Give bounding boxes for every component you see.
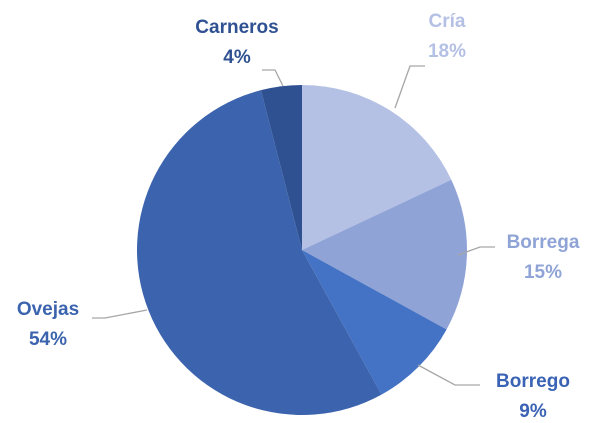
- value-label: 15%: [524, 262, 562, 283]
- category-label: Cría: [429, 11, 466, 32]
- leader-line: [92, 309, 148, 319]
- category-label: Borrega: [507, 232, 580, 253]
- leader-line: [262, 69, 284, 87]
- category-label: Ovejas: [17, 299, 79, 320]
- value-label: 54%: [29, 329, 67, 350]
- value-label: 18%: [428, 41, 466, 62]
- value-label: 9%: [519, 401, 547, 422]
- leader-line: [417, 364, 480, 386]
- category-label: Borrego: [496, 371, 570, 392]
- leader-line: [394, 65, 425, 109]
- category-label: Carneros: [195, 17, 278, 38]
- pie-slice: [260, 85, 302, 250]
- leader-line: [457, 246, 495, 256]
- pie-slice: [302, 85, 452, 250]
- pie-slice: [302, 179, 468, 330]
- pie-slice: [136, 90, 382, 416]
- value-label: 4%: [223, 47, 251, 68]
- pie-slice: [302, 250, 447, 395]
